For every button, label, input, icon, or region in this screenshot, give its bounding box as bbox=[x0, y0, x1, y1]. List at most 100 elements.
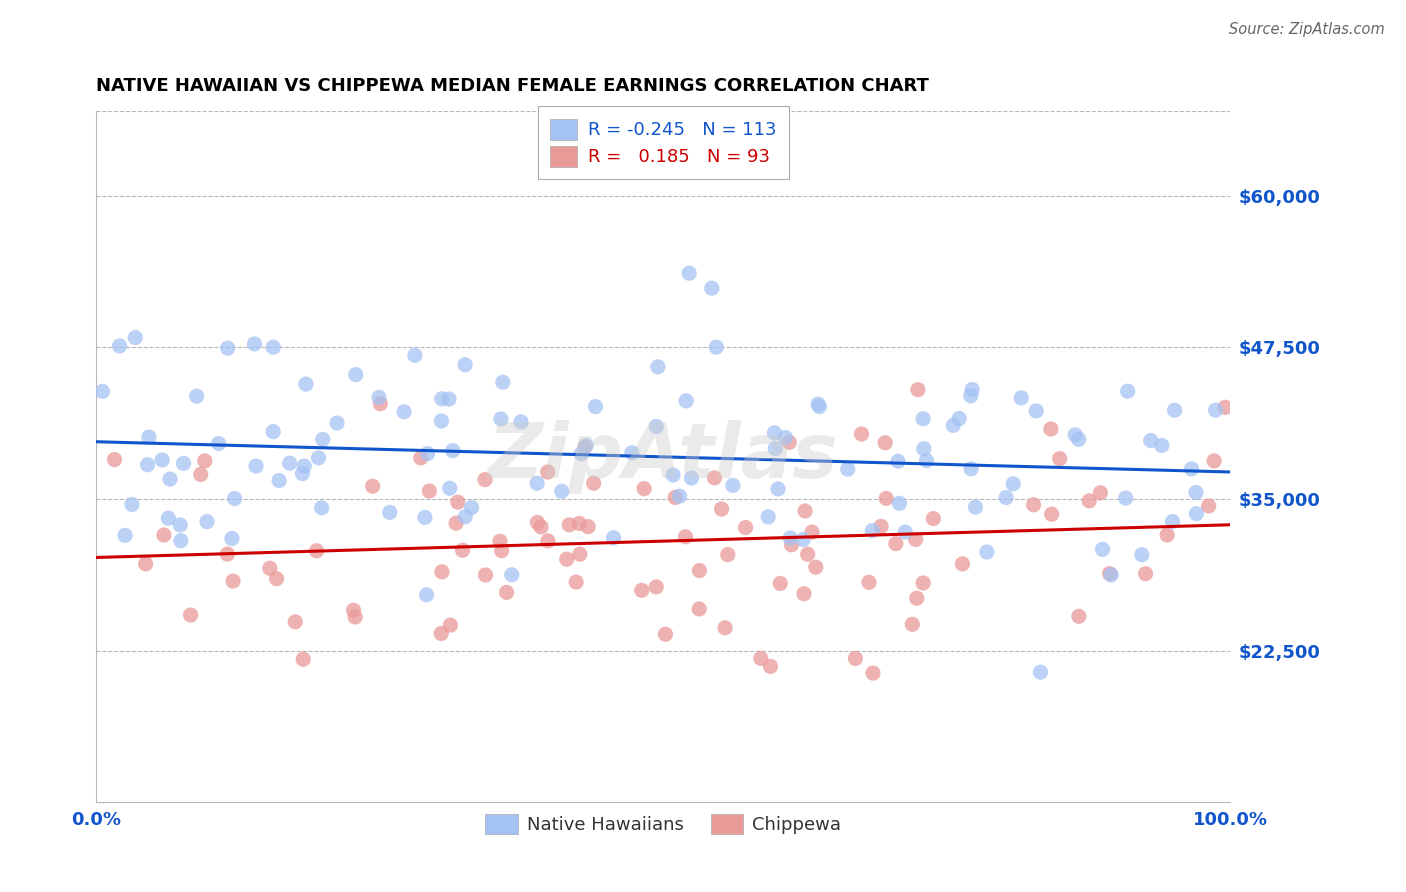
Point bbox=[780, 538, 803, 552]
Point bbox=[766, 482, 789, 496]
Point bbox=[221, 532, 243, 546]
Point bbox=[173, 457, 195, 471]
Point bbox=[1135, 566, 1157, 581]
Point bbox=[1067, 433, 1090, 447]
Point bbox=[217, 341, 239, 355]
Point bbox=[262, 425, 284, 439]
Point bbox=[430, 392, 453, 406]
Point bbox=[582, 476, 605, 491]
Point bbox=[157, 511, 180, 525]
Point bbox=[576, 519, 599, 533]
Text: ZipAtlas: ZipAtlas bbox=[488, 419, 839, 493]
Point bbox=[875, 435, 897, 450]
Point bbox=[1213, 401, 1236, 415]
Point bbox=[368, 391, 391, 405]
Point bbox=[1185, 507, 1208, 521]
Point bbox=[361, 479, 384, 493]
Point bbox=[1163, 403, 1185, 417]
Point bbox=[150, 453, 173, 467]
Point bbox=[749, 651, 772, 665]
Point bbox=[1098, 566, 1121, 581]
Point bbox=[292, 652, 315, 666]
Point bbox=[756, 509, 779, 524]
Point bbox=[1139, 434, 1161, 448]
Point bbox=[1204, 454, 1226, 468]
Point bbox=[510, 415, 533, 429]
Point bbox=[474, 568, 496, 582]
Point bbox=[492, 375, 515, 389]
Point bbox=[884, 536, 907, 550]
Point bbox=[837, 462, 859, 476]
Point bbox=[775, 431, 797, 445]
Point bbox=[965, 500, 987, 515]
Point bbox=[976, 545, 998, 559]
Point bbox=[952, 557, 974, 571]
Point bbox=[862, 666, 884, 681]
Point bbox=[647, 359, 669, 374]
Point bbox=[344, 610, 367, 624]
Point bbox=[675, 530, 697, 544]
Point bbox=[153, 528, 176, 542]
Point bbox=[568, 516, 591, 531]
Point bbox=[960, 462, 983, 476]
Point bbox=[630, 583, 652, 598]
Point bbox=[1010, 391, 1032, 405]
Point bbox=[769, 576, 792, 591]
Point bbox=[1064, 427, 1087, 442]
Point bbox=[243, 337, 266, 351]
Point bbox=[170, 533, 193, 548]
Point bbox=[1161, 515, 1184, 529]
Point bbox=[858, 575, 880, 590]
Point bbox=[704, 340, 727, 354]
Point bbox=[169, 518, 191, 533]
Point bbox=[430, 414, 453, 428]
Point bbox=[136, 458, 159, 472]
Point bbox=[875, 491, 897, 506]
Point bbox=[1067, 609, 1090, 624]
Point bbox=[860, 524, 883, 538]
Point bbox=[1049, 451, 1071, 466]
Point bbox=[575, 438, 598, 452]
Point bbox=[703, 471, 725, 485]
Point bbox=[645, 419, 668, 434]
Point bbox=[889, 496, 911, 510]
Point bbox=[135, 557, 157, 571]
Point bbox=[530, 520, 553, 534]
Point bbox=[700, 281, 723, 295]
Point bbox=[222, 574, 245, 588]
Point bbox=[114, 528, 136, 542]
Point bbox=[1156, 528, 1178, 542]
Point bbox=[804, 560, 827, 574]
Point bbox=[186, 389, 208, 403]
Point bbox=[413, 510, 436, 524]
Point bbox=[844, 651, 866, 665]
Point bbox=[444, 516, 467, 530]
Point bbox=[1040, 507, 1063, 521]
Point bbox=[1180, 462, 1202, 476]
Point bbox=[1185, 485, 1208, 500]
Point bbox=[124, 330, 146, 344]
Text: NATIVE HAWAIIAN VS CHIPPEWA MEDIAN FEMALE EARNINGS CORRELATION CHART: NATIVE HAWAIIAN VS CHIPPEWA MEDIAN FEMAL… bbox=[96, 78, 929, 95]
Point bbox=[1198, 499, 1220, 513]
Point bbox=[454, 509, 477, 524]
Point bbox=[1130, 548, 1153, 562]
Point bbox=[793, 587, 815, 601]
Text: Source: ZipAtlas.com: Source: ZipAtlas.com bbox=[1229, 22, 1385, 37]
Point bbox=[489, 534, 512, 549]
Point bbox=[645, 580, 668, 594]
Point bbox=[284, 615, 307, 629]
Point bbox=[654, 627, 676, 641]
Point bbox=[681, 471, 703, 485]
Legend: Native Hawaiians, Chippewa: Native Hawaiians, Chippewa bbox=[478, 806, 849, 842]
Point bbox=[262, 340, 284, 354]
Point bbox=[437, 392, 460, 406]
Point bbox=[108, 339, 131, 353]
Point bbox=[688, 602, 710, 616]
Point bbox=[224, 491, 246, 506]
Point bbox=[441, 443, 464, 458]
Point bbox=[912, 576, 935, 591]
Point bbox=[714, 621, 737, 635]
Point bbox=[912, 442, 935, 456]
Point bbox=[295, 377, 318, 392]
Point bbox=[1091, 542, 1114, 557]
